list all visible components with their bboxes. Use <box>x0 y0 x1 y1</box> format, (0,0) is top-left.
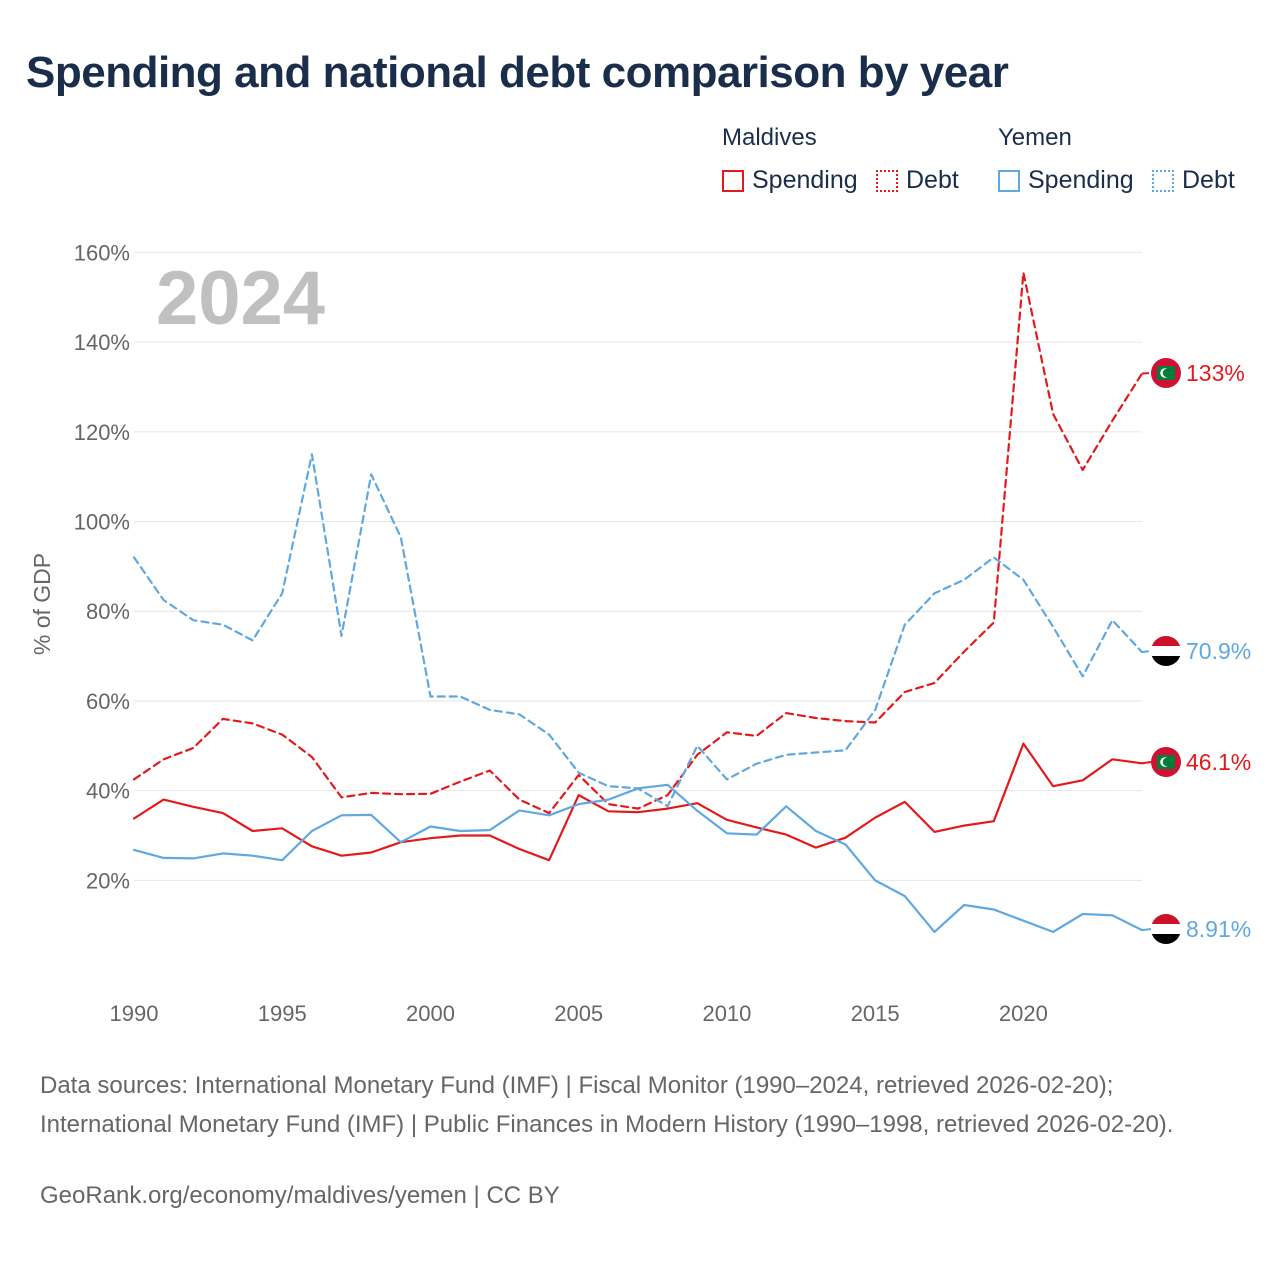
legend-swatch-yemen-debt <box>1152 169 1174 192</box>
series-line-maldives-spending[interactable] <box>132 742 1144 862</box>
yemen-flag-icon <box>1151 636 1181 666</box>
legend-label-maldives-debt: Debt <box>906 166 959 194</box>
x-tick-label-1990: 1990 <box>110 1001 159 1026</box>
chart-title: Spending and national debt comparison by… <box>26 48 1009 97</box>
y-tick-label-100: 100% <box>74 510 130 535</box>
legend-yemen-debt[interactable]: Debt <box>1152 166 1235 195</box>
legend-label-yemen-spending: Spending <box>1028 166 1134 194</box>
end-connector-maldives-debt <box>1141 372 1152 375</box>
end-label-yemen-debt: 70.9% <box>1186 638 1251 664</box>
legend-yemen-spending[interactable]: Spending <box>998 166 1134 195</box>
year-watermark: 2024 <box>156 256 325 341</box>
end-label-maldives-debt: 133% <box>1186 360 1245 386</box>
legend-swatch-yemen-spending <box>998 169 1020 192</box>
end-connector-yemen-debt <box>1141 650 1152 654</box>
maldives-flag-icon <box>1151 358 1181 388</box>
source-note: Data sources: International Monetary Fun… <box>40 1072 1174 1138</box>
y-tick-label-140: 140% <box>74 330 130 355</box>
end-label-yemen-spending: 8.91% <box>1186 916 1251 942</box>
legend-group-maldives: Maldives <box>722 124 817 151</box>
legend-label-yemen-debt: Debt <box>1182 166 1235 194</box>
maldives-flag-icon <box>1151 747 1181 777</box>
x-tick-label-2020: 2020 <box>999 1001 1048 1026</box>
end-label-maldives-spending: 46.1% <box>1186 749 1251 775</box>
y-axis-label: % of GDP <box>29 553 55 655</box>
line-chart: 2024 % of GDP 20% 40% 60% 80% 100% 120% 140% 16… <box>29 240 1251 1026</box>
y-tick-label-60: 60% <box>86 689 130 714</box>
series-line-yemen-spending[interactable] <box>132 783 1144 934</box>
legend-label-maldives-spending: Spending <box>752 166 858 194</box>
yemen-flag-icon <box>1151 914 1181 944</box>
series-line-maldives-debt[interactable] <box>132 271 1144 815</box>
x-tick-label-2005: 2005 <box>554 1001 603 1026</box>
credit-link[interactable]: GeoRank.org/economy/maldives/yemen | CC … <box>40 1182 560 1209</box>
y-tick-label-160: 160% <box>74 240 130 265</box>
y-tick-label-20: 20% <box>86 868 130 893</box>
x-tick-label-2015: 2015 <box>851 1001 900 1026</box>
series-line-yemen-debt[interactable] <box>132 453 1144 808</box>
y-tick-label-40: 40% <box>86 779 130 804</box>
end-connector-yemen-spending <box>1141 928 1152 932</box>
end-connector-maldives-spending <box>1141 761 1152 765</box>
x-tick-label-2010: 2010 <box>702 1001 751 1026</box>
legend-group-yemen: Yemen <box>998 124 1072 151</box>
legend-maldives-spending[interactable]: Spending <box>722 166 858 195</box>
legend-maldives-debt[interactable]: Debt <box>876 166 959 195</box>
y-tick-label-80: 80% <box>86 599 130 624</box>
y-tick-label-120: 120% <box>74 420 130 445</box>
x-tick-label-1995: 1995 <box>258 1001 307 1026</box>
x-tick-label-2000: 2000 <box>406 1001 455 1026</box>
legend-swatch-maldives-spending <box>722 169 744 192</box>
legend-swatch-maldives-debt <box>876 169 898 192</box>
